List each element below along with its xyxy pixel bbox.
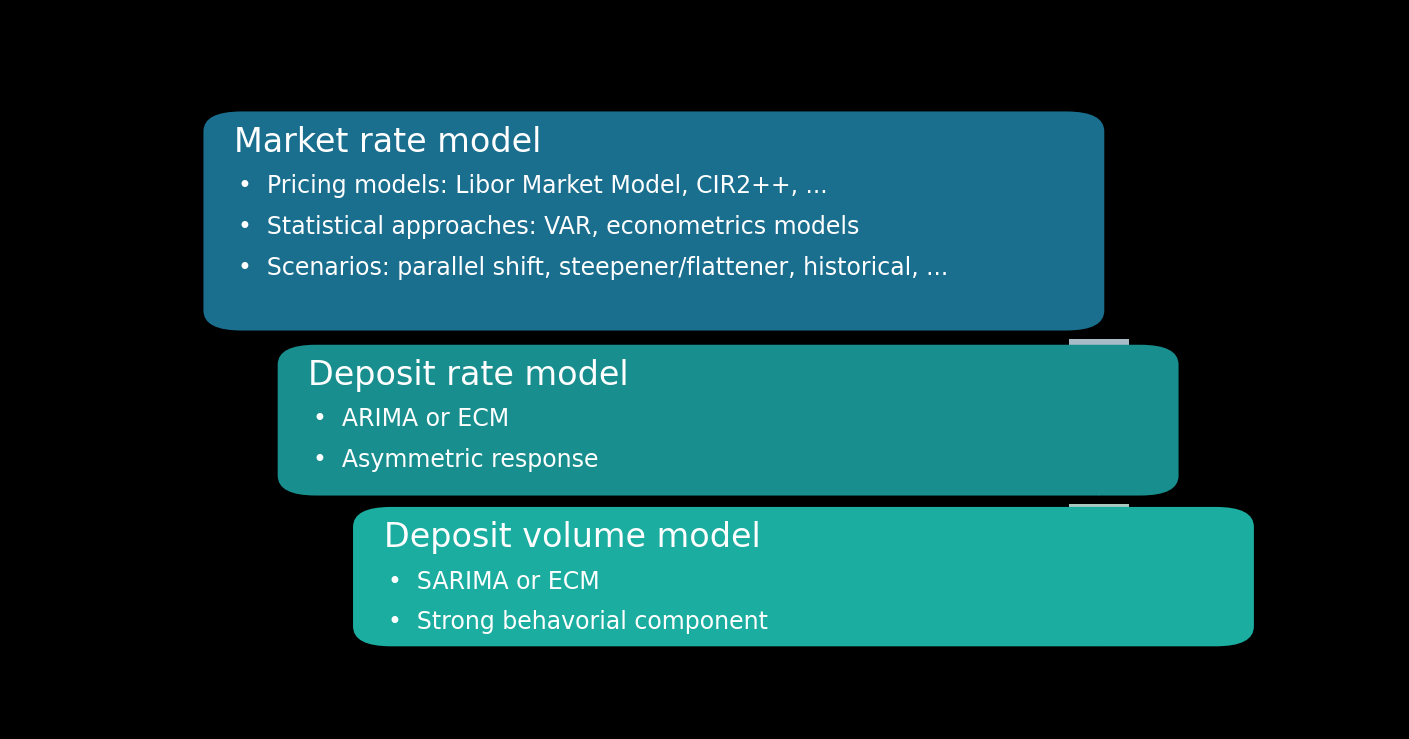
Text: •  Statistical approaches: VAR, econometrics models: • Statistical approaches: VAR, econometr…: [238, 215, 859, 239]
Text: •  Pricing models: Libor Market Model, CIR2++, ...: • Pricing models: Libor Market Model, CI…: [238, 174, 828, 198]
Polygon shape: [1047, 430, 1151, 496]
Text: •  Strong behavorial component: • Strong behavorial component: [387, 610, 768, 635]
Text: Market rate model: Market rate model: [234, 126, 541, 159]
Text: Deposit rate model: Deposit rate model: [309, 359, 628, 392]
Text: •  Scenarios: parallel shift, steepener/flattener, historical, ...: • Scenarios: parallel shift, steepener/f…: [238, 256, 948, 280]
Text: •  ARIMA or ECM: • ARIMA or ECM: [313, 407, 509, 432]
FancyBboxPatch shape: [203, 112, 1105, 330]
Polygon shape: [1047, 587, 1151, 647]
Text: •  SARIMA or ECM: • SARIMA or ECM: [387, 570, 600, 593]
Text: Deposit volume model: Deposit volume model: [383, 521, 761, 554]
Bar: [1069, 339, 1129, 430]
Text: •  Asymmetric response: • Asymmetric response: [313, 449, 599, 472]
FancyBboxPatch shape: [354, 507, 1254, 647]
FancyBboxPatch shape: [278, 344, 1178, 496]
Bar: [1069, 504, 1129, 587]
